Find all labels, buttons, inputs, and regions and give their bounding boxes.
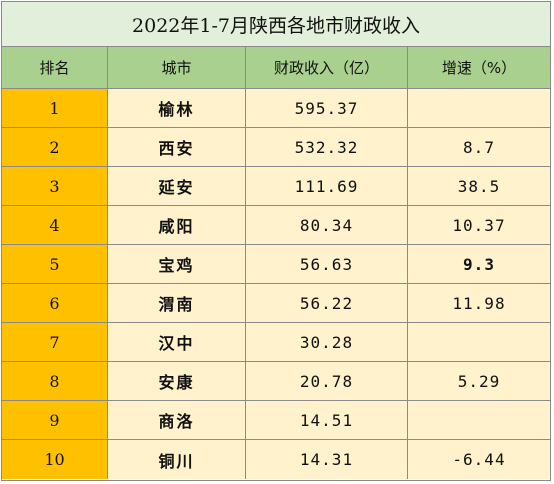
- growth-cell: 11.98: [408, 284, 550, 322]
- revenue-cell: 532.32: [246, 128, 408, 166]
- growth-cell: [408, 89, 550, 127]
- rank-cell: 10: [2, 440, 108, 479]
- city-cell: 铜川: [108, 440, 246, 479]
- table-row: 7 汉中 30.28: [2, 323, 550, 362]
- rank-cell: 6: [2, 284, 108, 322]
- revenue-cell: 56.22: [246, 284, 408, 322]
- growth-cell: 9.3: [408, 245, 550, 283]
- city-cell: 榆林: [108, 89, 246, 127]
- rank-cell: 2: [2, 128, 108, 166]
- table-row: 6 渭南 56.22 11.98: [2, 284, 550, 323]
- header-growth: 增速（%）: [441, 59, 517, 77]
- growth-cell: 38.5: [408, 167, 550, 205]
- table-row: 5 宝鸡 56.63 9.3: [2, 245, 550, 284]
- city-cell: 安康: [108, 362, 246, 400]
- rank-cell: 5: [2, 245, 108, 283]
- city-cell: 咸阳: [108, 206, 246, 244]
- rank-cell: 4: [2, 206, 108, 244]
- table-row: 10 铜川 14.31 -6.44: [2, 440, 550, 479]
- header-city: 城市: [108, 47, 246, 88]
- growth-cell: [408, 323, 550, 361]
- table-title: 2022年1-7月陕西各地市财政收入: [2, 2, 550, 47]
- table-row: 8 安康 20.78 5.29: [2, 362, 550, 401]
- table-row: 3 延安 111.69 38.5: [2, 167, 550, 206]
- table-row: 4 咸阳 80.34 10.37: [2, 206, 550, 245]
- revenue-cell: 14.31: [246, 440, 408, 479]
- city-cell: 宝鸡: [108, 245, 246, 283]
- growth-cell: 8.7: [408, 128, 550, 166]
- rank-cell: 9: [2, 401, 108, 439]
- revenue-cell: 111.69: [246, 167, 408, 205]
- city-cell: 商洛: [108, 401, 246, 439]
- table-row: 2 西安 532.32 8.7: [2, 128, 550, 167]
- rank-cell: 7: [2, 323, 108, 361]
- revenue-cell: 30.28: [246, 323, 408, 361]
- rank-cell: 3: [2, 167, 108, 205]
- growth-cell: -6.44: [408, 440, 550, 479]
- city-cell: 汉中: [108, 323, 246, 361]
- city-cell: 西安: [108, 128, 246, 166]
- city-cell: 渭南: [108, 284, 246, 322]
- revenue-cell: 14.51: [246, 401, 408, 439]
- header-rank: 排名: [2, 47, 108, 88]
- revenue-cell: 595.37: [246, 89, 408, 127]
- header-row: 排名 城市 财政收入（亿） 增速（%）: [2, 47, 550, 89]
- table-row: 1 榆林 595.37: [2, 89, 550, 128]
- growth-cell: 10.37: [408, 206, 550, 244]
- revenue-cell: 80.34: [246, 206, 408, 244]
- revenue-cell: 56.63: [246, 245, 408, 283]
- growth-cell: 5.29: [408, 362, 550, 400]
- table-row: 9 商洛 14.51: [2, 401, 550, 440]
- header-revenue: 财政收入（亿）: [246, 47, 408, 88]
- revenue-cell: 20.78: [246, 362, 408, 400]
- city-cell: 延安: [108, 167, 246, 205]
- rank-cell: 8: [2, 362, 108, 400]
- rank-cell: 1: [2, 89, 108, 127]
- growth-cell: [408, 401, 550, 439]
